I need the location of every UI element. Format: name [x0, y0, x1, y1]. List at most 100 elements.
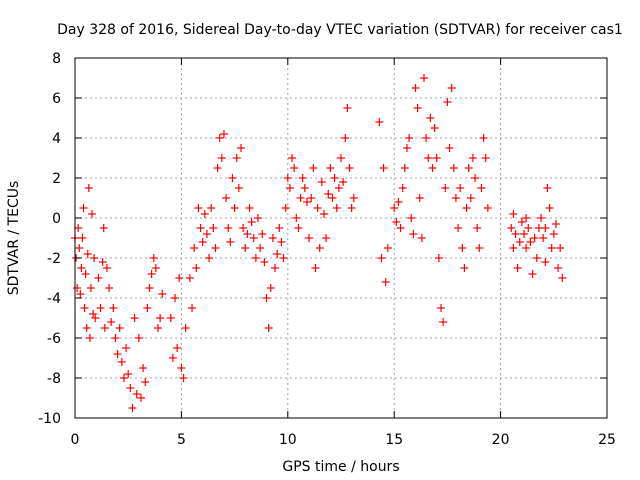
x-axis-label: GPS time / hours: [282, 459, 399, 475]
data-point: [537, 214, 546, 222]
data-point: [311, 264, 320, 272]
data-point: [81, 270, 90, 278]
data-point: [515, 238, 524, 246]
data-point: [307, 194, 316, 202]
data-point: [426, 114, 435, 122]
data-point: [522, 244, 531, 252]
data-point: [471, 174, 480, 182]
x-tick-label: 0: [71, 432, 80, 448]
data-point: [232, 154, 241, 162]
data-point: [281, 204, 290, 212]
data-point: [324, 190, 333, 198]
data-point: [211, 244, 220, 252]
data-point: [117, 358, 126, 366]
data-point: [209, 224, 218, 232]
data-point: [143, 304, 152, 312]
data-point: [84, 184, 93, 192]
data-points: [71, 74, 567, 412]
data-point: [458, 244, 467, 252]
data-point: [241, 244, 250, 252]
data-point: [115, 324, 124, 332]
data-point: [243, 230, 252, 238]
y-tick-label: 0: [52, 211, 61, 227]
data-point: [292, 214, 301, 222]
data-point: [415, 194, 424, 202]
data-point: [139, 364, 148, 372]
data-point: [247, 218, 256, 226]
data-point: [239, 224, 248, 232]
data-point: [145, 284, 154, 292]
y-tick-label: -10: [38, 411, 61, 427]
y-axis-label: SDTVAR / TECUs: [6, 181, 22, 296]
data-point: [449, 164, 458, 172]
data-point: [285, 184, 294, 192]
data-point: [394, 198, 403, 206]
y-tick-label: 8: [52, 51, 61, 67]
chart-title: Day 328 of 2016, Sidereal Day-to-day VTE…: [57, 22, 623, 38]
data-point: [411, 84, 420, 92]
y-tick-label: 6: [52, 91, 61, 107]
data-point: [456, 184, 465, 192]
data-point: [322, 234, 331, 242]
data-point: [262, 294, 271, 302]
data-point: [102, 264, 111, 272]
data-point: [481, 154, 490, 162]
y-tick-label: 2: [52, 171, 61, 187]
data-point: [275, 224, 284, 232]
data-point: [405, 134, 414, 142]
y-tick-label: -6: [47, 331, 61, 347]
data-point: [122, 344, 131, 352]
data-point: [528, 270, 537, 278]
data-point: [83, 250, 92, 258]
data-point: [254, 214, 263, 222]
data-point: [549, 230, 558, 238]
data-point: [402, 144, 411, 152]
data-point: [547, 244, 556, 252]
data-point: [445, 144, 454, 152]
data-point: [517, 218, 526, 226]
x-tick-label: 10: [279, 432, 297, 448]
data-point: [339, 178, 348, 186]
data-point: [132, 390, 141, 398]
data-point: [302, 198, 311, 206]
data-point: [483, 204, 492, 212]
data-point: [134, 334, 143, 342]
data-point: [226, 238, 235, 246]
data-point: [383, 244, 392, 252]
data-point: [188, 304, 197, 312]
data-point: [315, 244, 324, 252]
data-point: [407, 214, 416, 222]
data-point: [173, 344, 182, 352]
data-point: [434, 254, 443, 262]
data-point: [141, 378, 150, 386]
data-point: [541, 258, 550, 266]
data-point: [200, 210, 209, 218]
data-point: [76, 290, 85, 298]
data-point: [454, 224, 463, 232]
data-point: [91, 314, 100, 322]
data-point: [215, 134, 224, 142]
data-point: [268, 234, 277, 242]
data-point: [90, 254, 99, 262]
data-point: [464, 164, 473, 172]
y-tick-label: -2: [47, 251, 61, 267]
data-point: [194, 204, 203, 212]
data-point: [77, 264, 86, 272]
data-point: [430, 124, 439, 132]
x-tick-label: 25: [598, 432, 616, 448]
data-point: [105, 284, 114, 292]
data-point: [234, 184, 243, 192]
data-point: [396, 224, 405, 232]
data-point: [298, 174, 307, 182]
data-point: [260, 258, 269, 266]
data-point: [507, 224, 516, 232]
data-point: [428, 164, 437, 172]
data-point: [443, 98, 452, 106]
data-point: [409, 230, 418, 238]
data-point: [439, 318, 448, 326]
data-point: [279, 254, 288, 262]
data-point: [158, 290, 167, 298]
data-point: [462, 204, 471, 212]
